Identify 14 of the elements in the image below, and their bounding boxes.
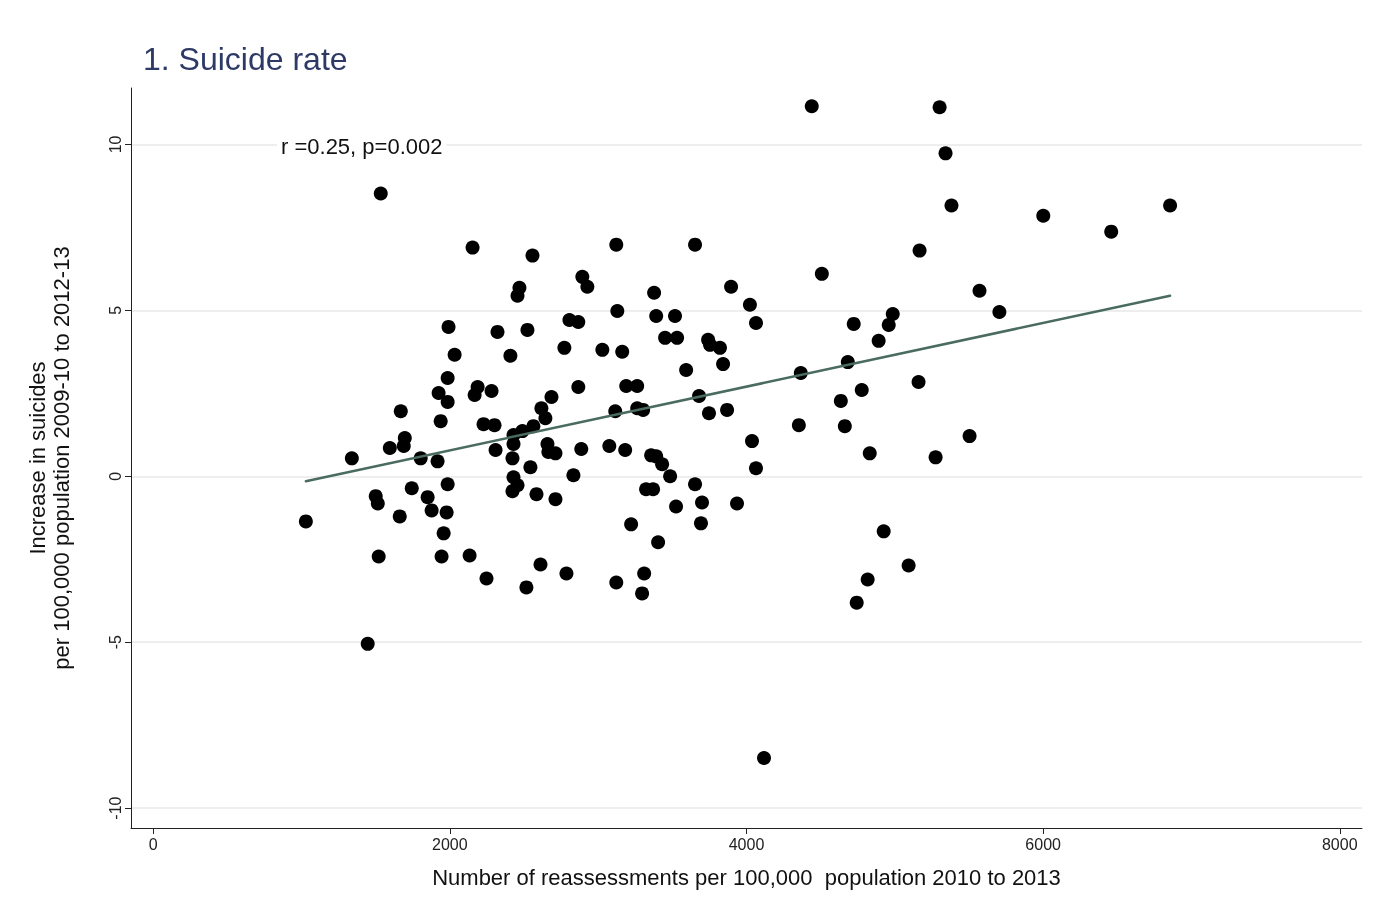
y-tick-label: -10 — [106, 796, 124, 820]
chart-title: 1. Suicide rate — [143, 41, 348, 77]
x-tick-label: 4000 — [728, 835, 765, 853]
annotation: r =0.25, p=0.002 — [281, 133, 443, 159]
x-axis-title: Number of reassessments per 100,000 population 2010 to 2013 — [432, 864, 1061, 890]
y-tick-label: 0 — [106, 471, 124, 481]
y-tick-label: 10 — [106, 135, 124, 154]
y-tick-label: 5 — [106, 305, 124, 315]
y-tick-label: -5 — [106, 634, 124, 650]
x-tick-label: 2000 — [432, 835, 468, 853]
y-axis-title: Increase in suicides per 100,000 population 2009-10 to 2012-13 — [24, 246, 74, 670]
x-tick-label: 8000 — [1321, 835, 1358, 853]
x-tick-label: 6000 — [1025, 835, 1062, 853]
x-tick-label: 0 — [148, 835, 158, 853]
